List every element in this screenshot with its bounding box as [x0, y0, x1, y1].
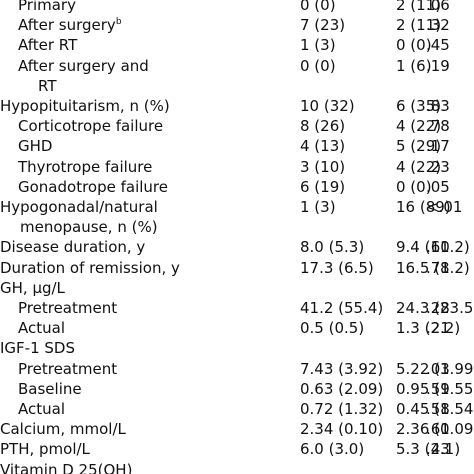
footnote-mark: b: [115, 17, 122, 28]
table-cell: .19: [426, 56, 450, 75]
row-label: Duration of remission, y: [0, 258, 180, 277]
table-cell: 0.95 (1.55): [396, 379, 474, 398]
table-cell: 4 (22): [396, 117, 442, 136]
table-cell: .45: [426, 36, 450, 55]
row-label: Actual: [18, 319, 65, 338]
table-cell: <.01: [426, 198, 463, 216]
table-cell: .43: [426, 440, 450, 459]
table-cell: 0 (0): [300, 0, 336, 14]
table-cell: 0.63 (2.09): [300, 379, 384, 398]
table-cell: 0.5 (0.5): [300, 319, 365, 338]
table-cell: 1 (3): [300, 198, 336, 216]
table-cell: .71: [426, 258, 450, 277]
table-cell: .06: [426, 0, 450, 14]
table-cell: 6.0 (3.0): [300, 440, 365, 459]
table-cell: .23: [426, 157, 450, 176]
table-cell: 4 (13): [300, 137, 346, 156]
table-cell: .32: [426, 16, 450, 35]
row-label: After surgeryb: [18, 16, 122, 35]
table-cell: 0 (0): [300, 56, 336, 75]
table-cell: 5 (29): [396, 137, 442, 156]
row-label: Pretreatment: [18, 299, 118, 317]
row-label: Gonadotrope failure: [18, 177, 168, 196]
table-cell: 2.34 (0.10): [300, 420, 384, 439]
table-cell: 5.22 (1.99): [396, 359, 474, 378]
row-label: Pretreatment: [18, 359, 118, 378]
table-cell: 10 (32): [300, 97, 355, 115]
table-cell: 2.36 (0.09): [396, 420, 474, 439]
table-cell: 0.45 (1.54): [396, 400, 474, 418]
table-cell: .21: [426, 319, 450, 338]
table-cell: .17: [426, 137, 450, 156]
table-cell: 5.3 (2.1): [396, 440, 461, 459]
table-cell: 8 (26): [300, 117, 346, 136]
row-label: Hypogonadal/natural: [0, 198, 158, 216]
table-cell: 1.3 (2.2): [396, 319, 461, 338]
table-cell: 7.43 (3.92): [300, 359, 384, 378]
row-label: PTH, pmol/L: [0, 440, 90, 459]
row-label: Thyrotrope failure: [18, 157, 153, 176]
table-cell: 6 (35): [396, 97, 442, 115]
table-cell: 3 (10): [300, 157, 346, 176]
table-cell: .61: [426, 420, 450, 439]
row-label: RT: [38, 76, 57, 95]
table-cell: 0 (0): [396, 177, 432, 196]
table-cell: .05: [426, 177, 450, 196]
table-cell: 0.72 (1.32): [300, 400, 384, 418]
row-label: Primary: [18, 0, 76, 14]
table-cell: 1 (6): [396, 56, 432, 75]
table-cell: 16 (89): [396, 198, 451, 216]
row-label: Disease duration, y: [0, 238, 146, 257]
row-label: Vitamin D 25(OH): [0, 460, 133, 474]
table-cell: .03: [426, 359, 450, 378]
row-label: After surgery and: [18, 56, 149, 75]
table-cell: 1 (3): [300, 36, 336, 55]
table-cell: 6 (19): [300, 177, 346, 196]
row-label: menopause, n (%): [20, 218, 158, 237]
table-cell: 4 (22): [396, 157, 442, 176]
table-cell: 2 (11): [396, 16, 442, 35]
table-cell: .60: [426, 238, 450, 257]
table-cell: 0 (0): [396, 36, 432, 55]
table-cell: 7 (23): [300, 16, 346, 35]
row-label: Corticotrope failure: [18, 117, 164, 136]
row-label: IGF-1 SDS: [0, 339, 75, 358]
table-cell: 2 (11): [396, 0, 442, 14]
table-cell: 9.4 (11.2): [396, 238, 470, 257]
row-label: Hypopituitarism, n (%): [0, 97, 170, 115]
row-label: After RT: [18, 36, 78, 55]
row-label: GHD: [18, 137, 53, 156]
row-label: Calcium, mmol/L: [0, 420, 126, 439]
table-cell: .83: [426, 97, 450, 115]
table-cell: 24.3 (23.5): [396, 299, 474, 317]
table-cell: .58: [426, 400, 450, 418]
row-label: Actual: [18, 400, 65, 418]
row-label: Baseline: [18, 379, 82, 398]
table-cell: 16.5 (8.2): [396, 258, 470, 277]
row-label: GH, μg/L: [0, 278, 65, 297]
table-cell: .78: [426, 117, 450, 136]
table-cell: .28: [426, 299, 450, 317]
table-cell: 17.3 (6.5): [300, 258, 374, 277]
table-cell: 8.0 (5.3): [300, 238, 365, 257]
table-cell: 41.2 (55.4): [300, 299, 384, 317]
table-cell: .59: [426, 379, 450, 398]
